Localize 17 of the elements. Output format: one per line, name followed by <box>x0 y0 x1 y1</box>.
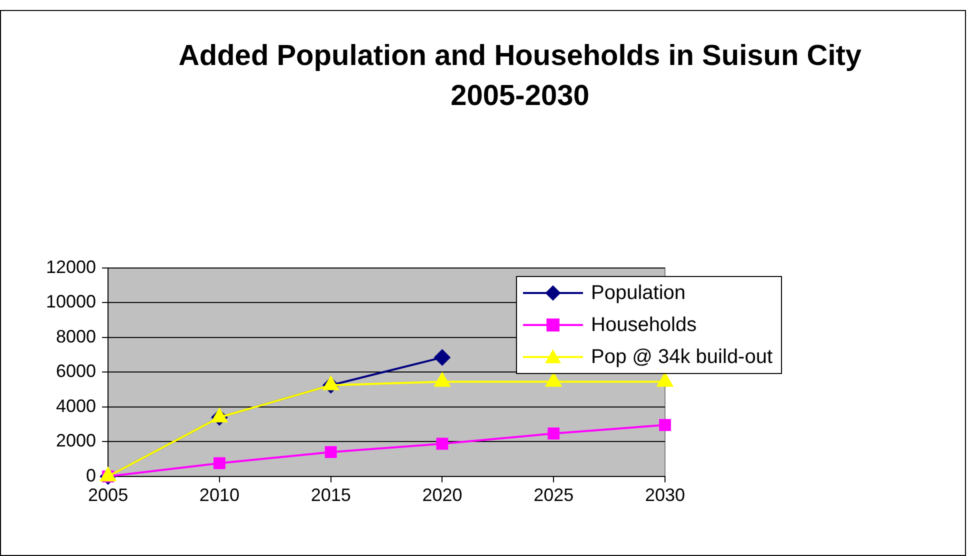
y-tick-label: 2000 <box>56 430 96 451</box>
x-tick-label: 2005 <box>88 485 128 506</box>
y-tick-label: 0 <box>86 465 96 486</box>
x-tick-label: 2010 <box>199 485 240 506</box>
y-tick-label: 4000 <box>56 396 96 416</box>
y-tick-label: 8000 <box>56 326 96 346</box>
x-tick-label: 2020 <box>422 485 462 506</box>
chart-title: Added Population and Households in Suisun City 2005-2030 <box>178 39 862 114</box>
x-tick-label: 2015 <box>310 485 351 506</box>
legend-label: Population <box>591 281 686 306</box>
x-tick-label: 2030 <box>644 485 686 506</box>
legend-label: Households <box>591 313 697 338</box>
x-tick-label: 2025 <box>534 485 574 506</box>
legend-label: Pop @ 34k build-out <box>591 345 773 370</box>
y-tick-label: 12000 <box>46 256 96 277</box>
y-tick-label: 6000 <box>56 361 96 382</box>
y-tick-label: 10000 <box>46 292 96 312</box>
